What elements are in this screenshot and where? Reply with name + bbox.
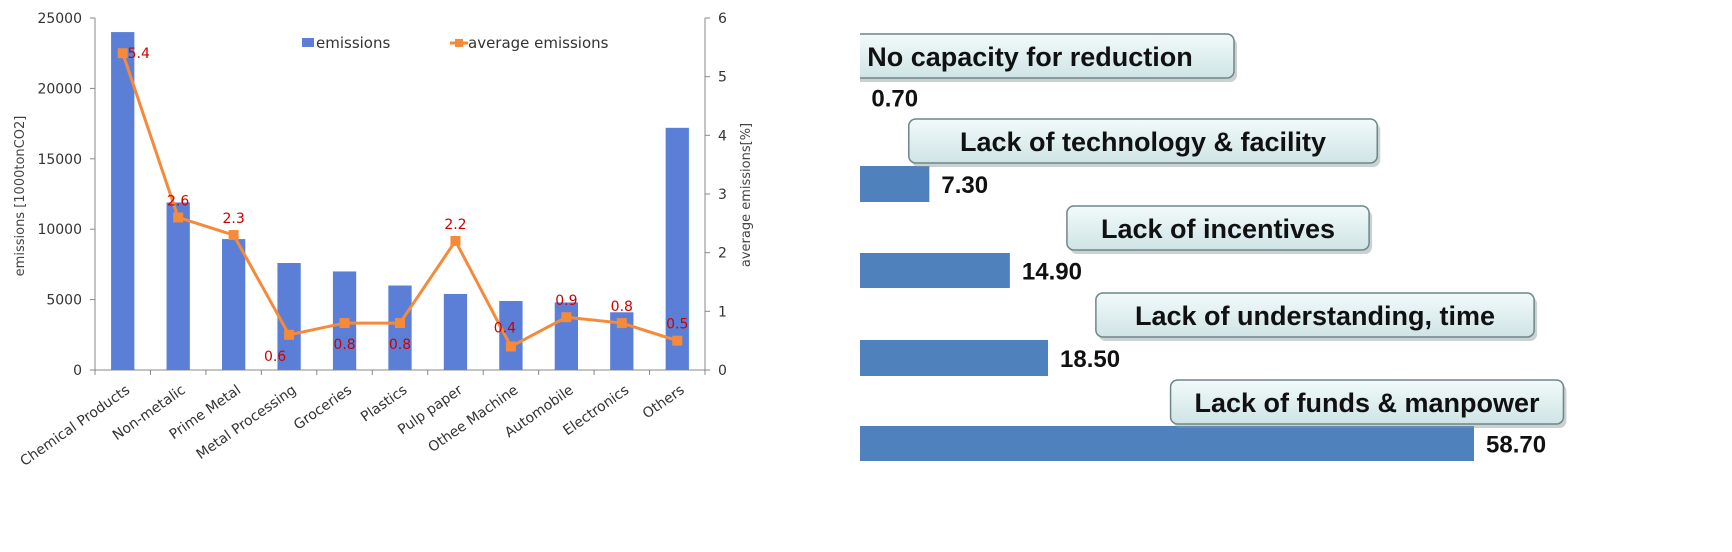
left-y-axis-label: emissions [1000tonCO2] [13, 116, 28, 277]
average-emissions-value: 0.8 [333, 337, 355, 353]
right-y-tick-label: 2 [718, 246, 727, 262]
average-emissions-value: 0.5 [666, 317, 688, 333]
barrier-category-pill: Lack of incentives [1066, 205, 1373, 254]
right-y-tick-label: 6 [718, 11, 727, 27]
average-emissions-point [395, 318, 405, 329]
left-y-tick-label: 25000 [37, 11, 82, 27]
legend-emissions-label: emissions [316, 34, 390, 52]
average-emissions-value: 0.8 [611, 299, 633, 315]
x-tick-label: Metal Processing [194, 382, 300, 463]
barrier-bar [860, 340, 1049, 376]
right-y-tick-label: 1 [718, 304, 727, 320]
emissions-bar [443, 293, 468, 370]
barrier-category-pill: Lack of technology & facility [908, 118, 1381, 167]
pill-box [908, 118, 1378, 164]
average-emissions-value: 0.8 [389, 337, 411, 353]
barrier-category-label: Lack of funds & manpower [1194, 388, 1540, 418]
barrier-category-label: Lack of incentives [1101, 214, 1335, 244]
emissions-bar [499, 301, 523, 370]
barrier-category-pill: Lack of understanding, time [1095, 292, 1538, 341]
barrier-value-label: 18.50 [1060, 346, 1120, 373]
barrier-category-label: Lack of understanding, time [1135, 301, 1495, 331]
average-emissions-value: 2.3 [223, 211, 245, 227]
barrier-bar [860, 166, 930, 202]
barrier-category-pill: Lack of funds & manpower [1169, 379, 1567, 428]
emissions-bar [111, 32, 135, 370]
emissions-bar [610, 312, 634, 370]
average-emissions-point [561, 312, 572, 323]
barrier-value-label: 0.70 [871, 86, 918, 113]
emissions-bar [665, 127, 689, 370]
left-y-tick-label: 10000 [37, 222, 82, 238]
legend-average-marker [455, 39, 463, 47]
average-emissions-point [173, 212, 184, 223]
emissions-bar [166, 202, 190, 370]
barrier-bar [860, 426, 1474, 461]
average-emissions-point [117, 48, 128, 59]
average-emissions-value: 5.4 [128, 46, 150, 62]
average-emissions-point [672, 335, 683, 346]
right-y-tick-label: 3 [718, 187, 727, 203]
legend-emissions-swatch [302, 38, 314, 47]
legend-average-label: average emissions [468, 34, 609, 52]
average-emissions-point [339, 318, 350, 329]
average-emissions-value: 0.6 [264, 349, 286, 365]
average-emissions-labels: 5.4 2.6 2.3 0.6 0.8 0.8 2.2 0.4 0.9 0.8 0.5 [128, 46, 689, 365]
left-y-tick-label: 0 [73, 363, 82, 379]
average-emissions-value: 2.6 [167, 193, 189, 209]
average-emissions-line [117, 48, 683, 352]
left-y-tick-label: 5000 [46, 293, 82, 309]
average-emissions-value: 0.9 [555, 293, 577, 309]
emissions-bar [277, 262, 301, 370]
barrier-bars: 0.70 No capacity for reduction 7.30 Lack of… [860, 33, 1567, 461]
average-emissions-point [505, 341, 516, 352]
average-emissions-point [616, 318, 627, 329]
left-y-tick-label: 20000 [37, 81, 82, 97]
average-emissions-point [228, 230, 239, 241]
average-emissions-value: 0.4 [494, 321, 516, 337]
barrier-value-label: 14.90 [1022, 259, 1082, 286]
left-chart-legend: emissions average emissions [302, 34, 609, 52]
average-emissions-point [450, 235, 461, 246]
barrier-value-label: 7.30 [941, 172, 988, 199]
right-y-tick-label: 5 [718, 70, 727, 86]
pill-box [860, 33, 1235, 79]
barrier-value-label: 58.70 [1486, 432, 1546, 459]
average-emissions-value: 2.2 [444, 217, 466, 233]
average-emissions-point [284, 329, 295, 340]
barrier-category-label: Lack of technology & facility [960, 127, 1326, 157]
right-y-tick-label: 4 [718, 128, 727, 144]
emissions-bars [111, 32, 689, 370]
reduction-barriers-chart: 0.70 No capacity for reduction 7.30 Lack of… [860, 33, 1567, 461]
barrier-category-label: No capacity for reduction [867, 42, 1193, 72]
barrier-bar [860, 253, 1010, 288]
right-y-axis-label: average emissions[%] [739, 123, 754, 267]
emissions-bar [221, 239, 246, 370]
right-y-tick-label: 0 [718, 363, 727, 379]
x-tick-label: Groceries [291, 382, 355, 433]
left-y-tick-label: 15000 [37, 152, 82, 168]
pill-box [1169, 379, 1565, 425]
pill-box [1066, 205, 1370, 251]
emissions-combo-chart: 05000100001500020000250000123456Chemical… [13, 11, 754, 470]
barrier-category-pill: No capacity for reduction [860, 33, 1237, 82]
x-tick-label: Others [640, 382, 688, 422]
pill-box [1095, 292, 1535, 338]
